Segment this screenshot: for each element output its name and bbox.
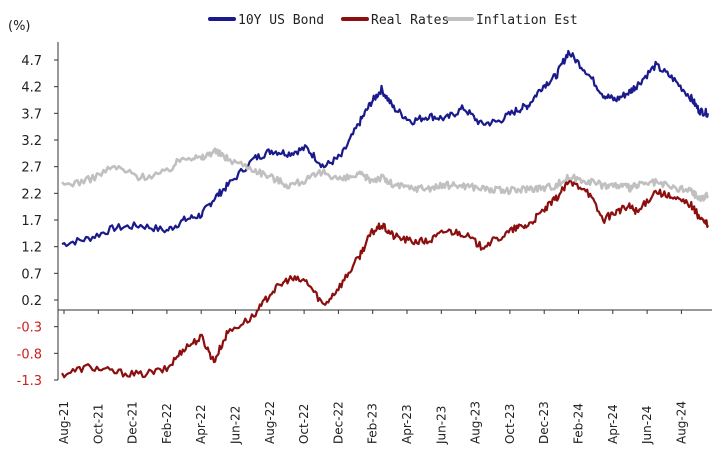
y-tick-label: 4.2 [21, 81, 42, 96]
x-tick-label: Dec-23 [537, 401, 551, 444]
series-line-inflation-est [61, 147, 710, 203]
y-tick-label: 2.7 [21, 161, 42, 176]
y-tick-label: 2.2 [21, 187, 42, 202]
x-tick-label: Dec-22 [331, 401, 345, 444]
y-tick-label: -1.3 [17, 374, 42, 389]
series-line-10y-us-bond [61, 49, 710, 248]
x-tick-label: Feb-22 [160, 403, 174, 444]
y-tick-label: 0.2 [21, 294, 42, 309]
x-tick-label: Apr-24 [606, 404, 620, 444]
y-tick-label: 4.7 [21, 54, 42, 69]
series-line-real-rates [61, 179, 710, 379]
y-tick-label: 1.2 [21, 241, 42, 256]
x-tick-label: Jun-22 [229, 406, 243, 445]
x-tick-label: Aug-24 [674, 401, 688, 444]
x-tick-label: Dec-21 [126, 401, 140, 444]
y-tick-label: 0.7 [21, 267, 42, 282]
legend-label: Inflation Est [476, 13, 578, 28]
x-tick-label: Aug-22 [263, 401, 277, 444]
x-tick-label: Jun-23 [434, 406, 448, 445]
y-tick-label: 3.2 [21, 134, 42, 149]
x-tick-label: Apr-22 [194, 404, 208, 444]
x-tick-label: Oct-23 [503, 404, 517, 444]
x-tick-label: Jun-24 [640, 406, 654, 445]
x-tick-label: Aug-23 [469, 401, 483, 444]
legend-label: 10Y US Bond [238, 13, 324, 28]
y-tick-label: -0.3 [17, 321, 42, 336]
x-tick-label: Feb-23 [366, 403, 380, 444]
x-axis: Aug-21 Oct-21 Dec-21 Feb-22 Apr-22 Jun-22 Aug-… [57, 309, 712, 445]
x-tick-label: Aug-21 [57, 401, 71, 444]
x-tick-label: Feb-24 [572, 403, 586, 444]
legend-label: Real Rates [371, 13, 449, 28]
legend: 10Y US Bond Real Rates Inflation Est [208, 13, 578, 28]
y-tick-label: -0.8 [17, 347, 42, 362]
x-tick-label: Oct-22 [297, 404, 311, 444]
y-unit-label: (%) [8, 19, 31, 34]
x-tick-label: Apr-23 [400, 404, 414, 444]
series-group [61, 49, 710, 379]
y-axis: 4.7 4.2 3.7 3.2 2.7 2.2 1.7 1.2 0.7 0.2 -0.3 -0.8 -1… [17, 42, 59, 389]
y-tick-label: 1.7 [21, 214, 42, 229]
y-tick-label: 3.7 [21, 107, 42, 122]
x-tick-label: Oct-21 [91, 404, 105, 444]
